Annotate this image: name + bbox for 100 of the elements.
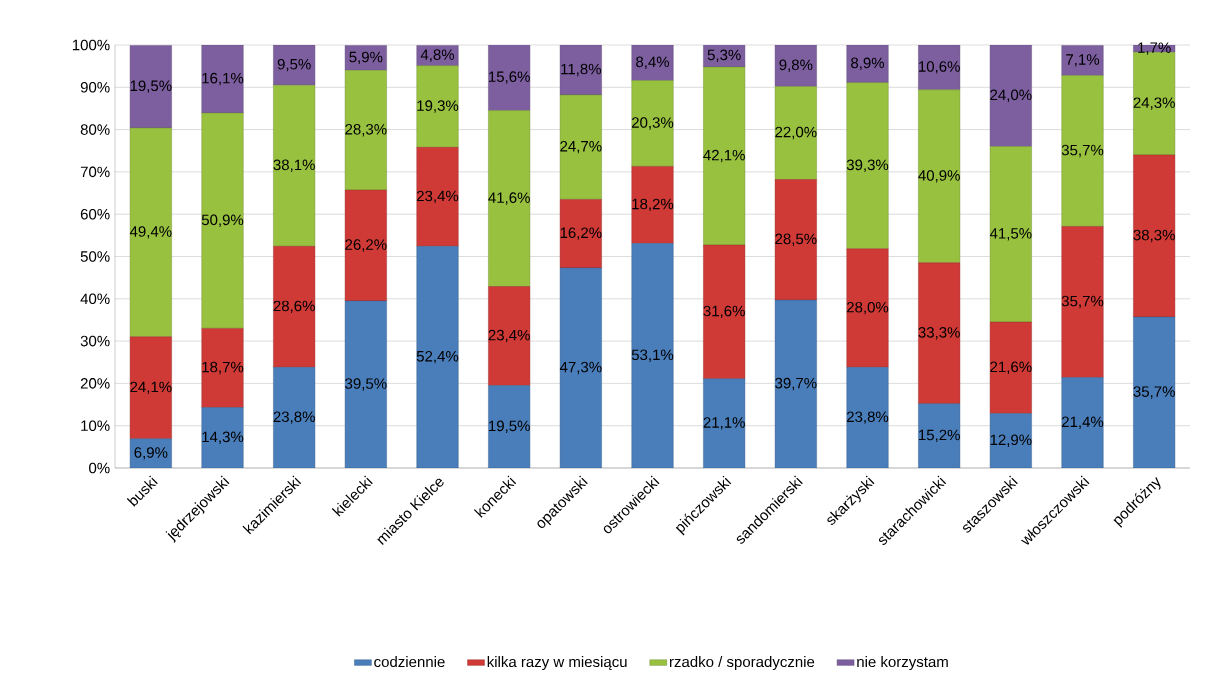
data-label: 23,8% xyxy=(273,411,315,424)
data-label: 35,7% xyxy=(1133,386,1175,399)
bar xyxy=(989,321,1032,414)
bar xyxy=(559,94,602,200)
bar xyxy=(989,146,1032,323)
data-label: 24,0% xyxy=(990,89,1032,102)
data-label: 26,2% xyxy=(345,239,387,252)
legend-label: codziennie xyxy=(374,656,445,668)
data-label: 39,7% xyxy=(775,377,817,391)
bar xyxy=(273,246,316,368)
y-tick-label: 0% xyxy=(89,462,110,474)
data-label: 5,3% xyxy=(707,49,741,62)
bar xyxy=(129,127,172,338)
data-label: 50,9% xyxy=(201,214,244,227)
bar xyxy=(488,44,531,111)
bar xyxy=(129,45,172,129)
bar xyxy=(1133,316,1176,468)
bar xyxy=(703,244,746,379)
data-label: 35,7% xyxy=(1061,295,1104,309)
bar xyxy=(774,299,817,468)
bar xyxy=(774,86,817,180)
bar xyxy=(416,65,459,148)
bar xyxy=(989,44,1032,147)
data-label: 16,1% xyxy=(202,72,244,86)
data-label: 1,7% xyxy=(1138,42,1171,55)
data-label: 41,6% xyxy=(488,192,530,205)
bar xyxy=(846,248,889,368)
data-label: 5,9% xyxy=(349,51,383,65)
data-label: 15,6% xyxy=(489,71,530,84)
data-label: 28,3% xyxy=(345,124,387,137)
y-tick-label: 50% xyxy=(80,251,110,262)
y-tick-label: 70% xyxy=(80,166,110,178)
data-label: 35,7% xyxy=(1061,144,1104,158)
data-label: 47,3% xyxy=(559,361,602,375)
bar xyxy=(201,44,244,114)
data-label: 39,5% xyxy=(345,378,387,391)
data-label: 6,9% xyxy=(134,447,168,460)
bar xyxy=(201,407,244,468)
data-label: 12,9% xyxy=(990,434,1032,447)
y-tick-label: 40% xyxy=(80,293,110,305)
data-label: 19,5% xyxy=(130,80,172,93)
data-label: 9,5% xyxy=(277,58,311,72)
data-label: 33,3% xyxy=(918,327,960,340)
bar xyxy=(273,84,316,247)
legend-label: rzadko / sporadycznie xyxy=(669,656,815,671)
data-label: 42,1% xyxy=(703,149,745,163)
y-tick-label: 10% xyxy=(81,420,110,431)
bar xyxy=(273,367,316,468)
data-label: 38,3% xyxy=(1133,229,1175,243)
data-label: 18,2% xyxy=(632,198,674,212)
data-label: 14,3% xyxy=(202,431,244,444)
data-label: 40,9% xyxy=(918,170,960,183)
data-label: 11,8% xyxy=(561,63,602,77)
bar xyxy=(344,70,387,191)
bar xyxy=(631,166,674,244)
bar xyxy=(344,300,387,468)
data-label: 41,5% xyxy=(989,228,1032,241)
legend-label: nie korzystam xyxy=(857,656,948,671)
data-label: 4,8% xyxy=(420,49,455,62)
bar xyxy=(559,199,602,269)
legend-label: kilka razy w miesiącu xyxy=(487,656,627,671)
y-tick-label: 100% xyxy=(72,39,110,51)
bar xyxy=(559,267,602,468)
bar xyxy=(631,243,674,468)
bar xyxy=(1061,377,1104,468)
data-label: 24,3% xyxy=(1133,97,1175,110)
bar xyxy=(201,112,244,329)
data-label: 20,3% xyxy=(631,117,674,130)
bar xyxy=(703,66,746,246)
data-label: 21,6% xyxy=(990,361,1032,374)
bar xyxy=(1133,154,1176,318)
data-label: 23,8% xyxy=(846,411,889,424)
bar xyxy=(201,328,244,408)
y-tick-label: 30% xyxy=(80,335,110,347)
data-label: 24,7% xyxy=(560,140,602,154)
data-label: 39,3% xyxy=(846,159,889,172)
bar xyxy=(918,262,961,404)
data-label: 53,1% xyxy=(631,349,674,362)
y-tick-label: 80% xyxy=(80,124,110,135)
data-label: 8,4% xyxy=(636,56,670,69)
data-label: 28,6% xyxy=(273,300,315,314)
bar xyxy=(703,378,746,468)
data-label: 8,9% xyxy=(851,57,885,71)
bar xyxy=(488,110,531,287)
data-label: 22,0% xyxy=(775,126,817,140)
bar xyxy=(846,367,889,468)
data-label: 16,2% xyxy=(560,227,602,240)
data-label: 28,5% xyxy=(775,233,817,246)
data-label: 23,4% xyxy=(416,190,459,204)
data-label: 18,7% xyxy=(202,361,244,375)
data-label: 24,1% xyxy=(130,381,172,395)
bar xyxy=(416,246,459,468)
data-label: 7,1% xyxy=(1066,54,1100,67)
bar xyxy=(846,82,889,250)
y-tick-label: 90% xyxy=(80,81,110,93)
data-label: 23,4% xyxy=(488,329,530,343)
data-label: 19,3% xyxy=(417,100,459,113)
data-label: 15,2% xyxy=(919,429,960,443)
y-tick-label: 60% xyxy=(80,208,110,220)
bar xyxy=(774,179,817,301)
